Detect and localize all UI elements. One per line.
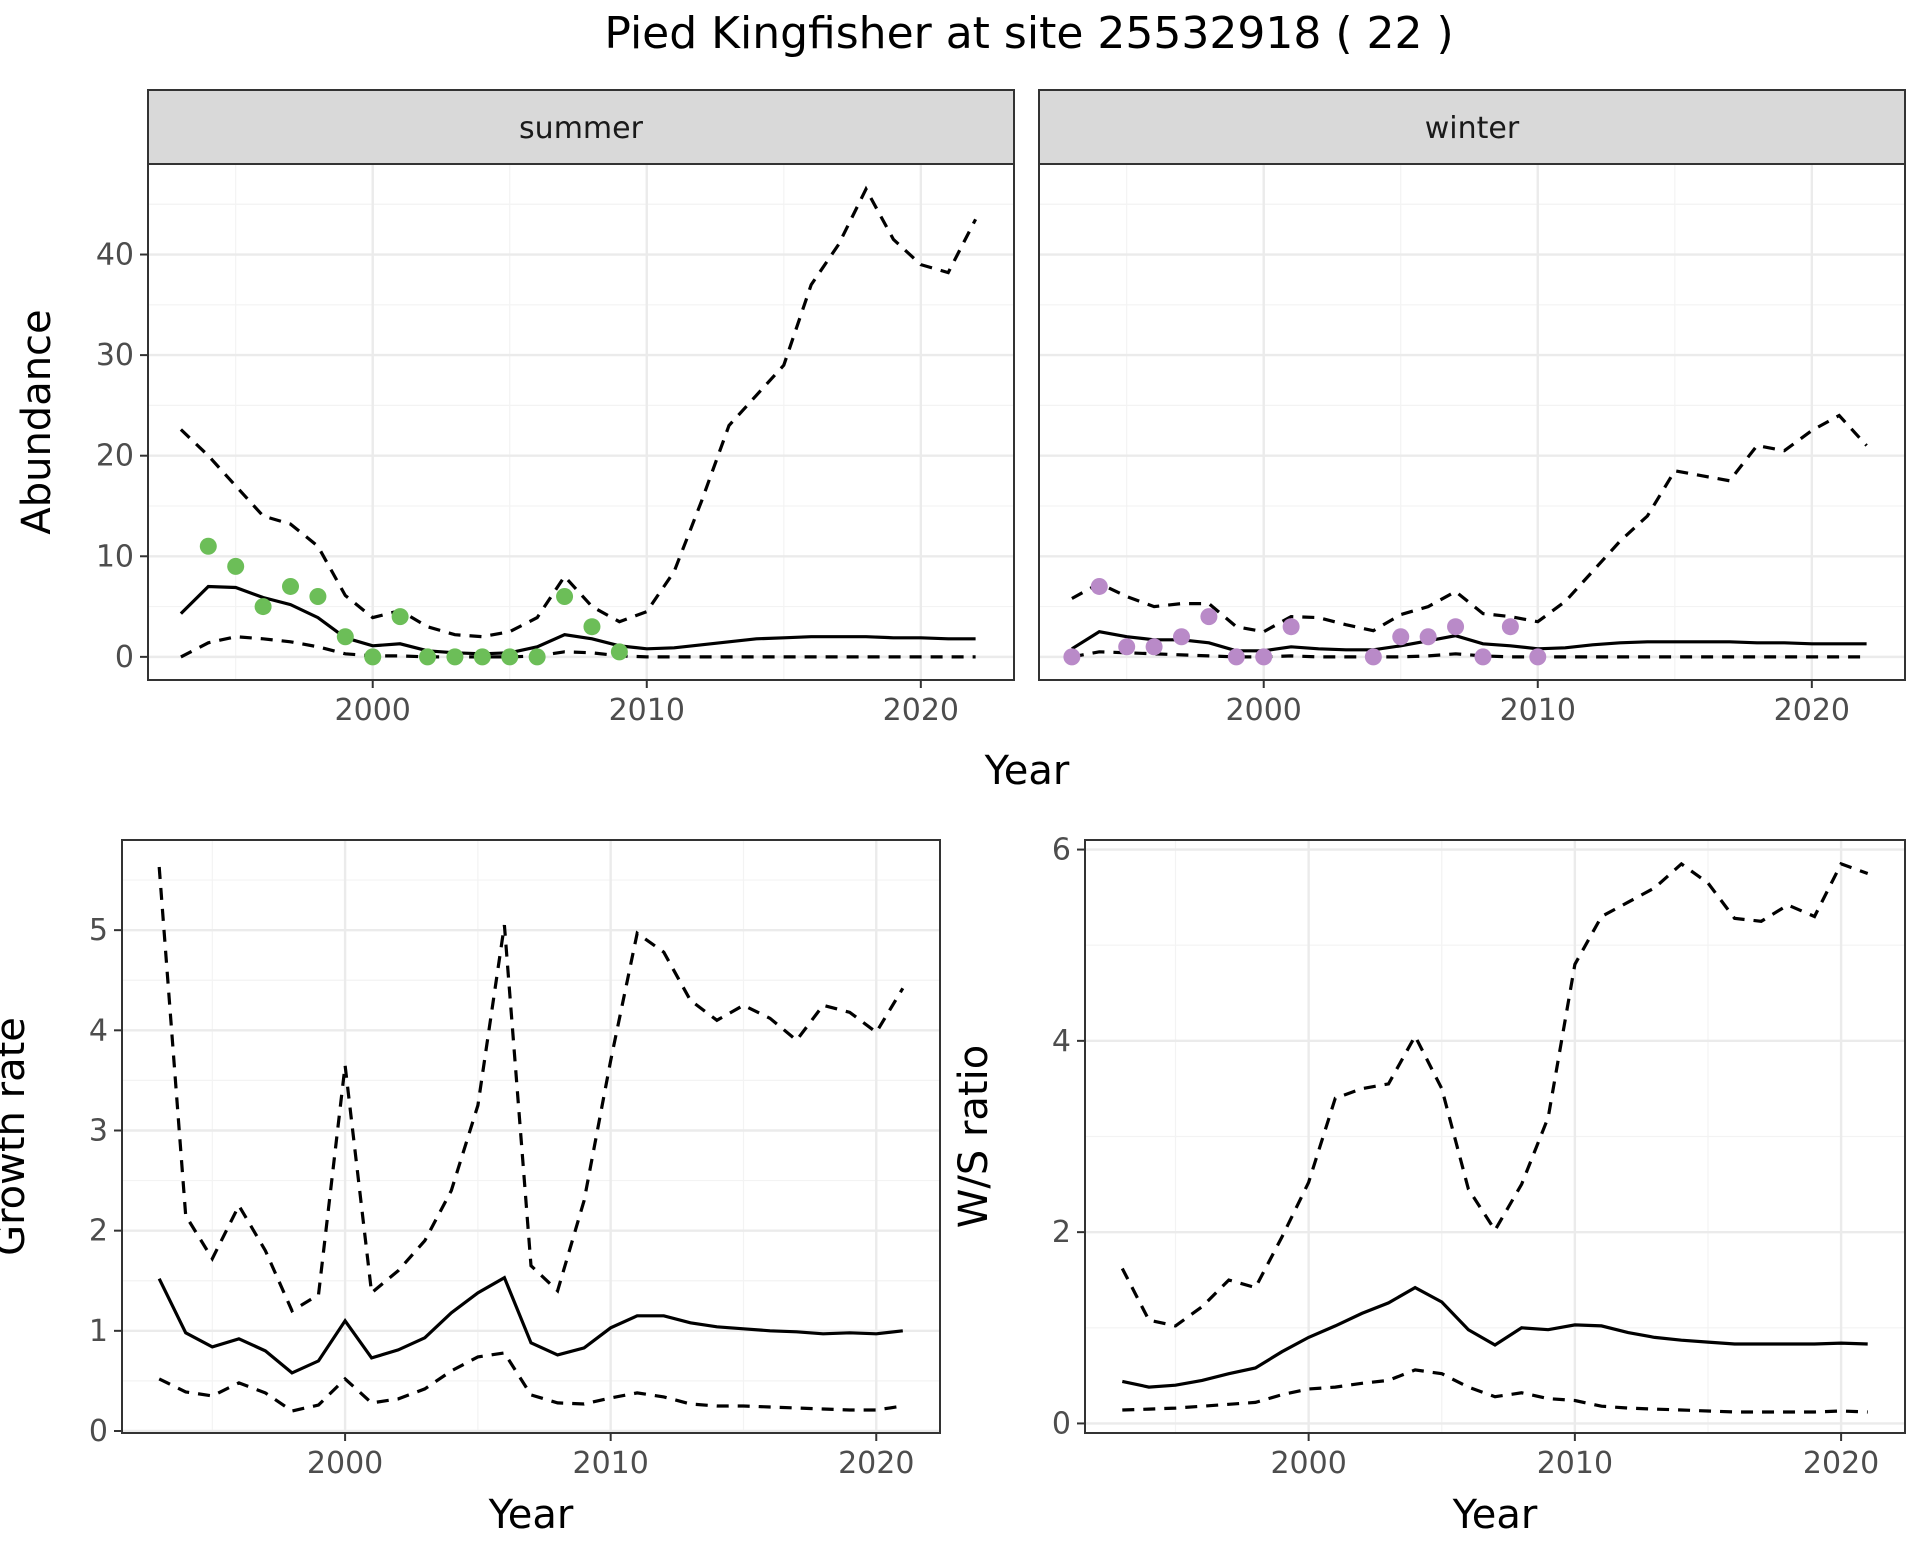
- series-lower-line: [158, 1351, 904, 1413]
- x-axis-title-shared: Year: [984, 748, 1070, 794]
- observed-point: [583, 618, 601, 636]
- facet-strip: [147, 89, 1015, 165]
- x-tick-label: 2020: [838, 1446, 914, 1481]
- y-axis-title: Growth rate: [0, 1017, 34, 1256]
- series-lower-line: [1071, 650, 1867, 659]
- y-tick-label: 10: [96, 539, 134, 574]
- y-tick-label: 0: [115, 640, 134, 675]
- series-upper-line: [179, 185, 978, 639]
- y-tick-label: 40: [96, 238, 134, 273]
- observed-point: [556, 588, 574, 606]
- x-tick-label: 2010: [609, 693, 685, 728]
- observed-point: [254, 598, 272, 616]
- x-tick-label: 2010: [1537, 1446, 1613, 1481]
- x-tick-label: 2020: [1803, 1446, 1879, 1481]
- panel-abundance-winter: winter 2000 2010 2020: [1038, 89, 1906, 728]
- observed-point: [1145, 638, 1163, 656]
- series-upper-line: [1071, 413, 1868, 634]
- observed-point: [364, 648, 382, 666]
- x-tick-label: 2020: [1774, 693, 1850, 728]
- x-tick-label: 2000: [1270, 1446, 1346, 1481]
- observed-point: [1419, 628, 1437, 646]
- y-tick-label: 0: [89, 1414, 108, 1449]
- y-tick-label: 4: [89, 1013, 108, 1048]
- y-tick-label: 2: [89, 1214, 108, 1249]
- y-axis-title: Abundance: [14, 309, 60, 534]
- facet-strip-label: winter: [1425, 111, 1520, 146]
- grid-abundance-winter: [1039, 164, 1905, 680]
- observed-point: [419, 648, 437, 666]
- series-estimate-line: [179, 584, 976, 656]
- panel-border: [1038, 163, 1906, 681]
- observed-point: [528, 648, 546, 666]
- observed-point: [446, 648, 464, 666]
- x-tick-label: 2000: [307, 1446, 383, 1481]
- observed-point: [1474, 648, 1492, 666]
- y-tick-label: 30: [96, 338, 134, 373]
- grid-ws-ratio: [1085, 840, 1905, 1433]
- series-lower-line: [180, 635, 976, 659]
- facet-strip-label: summer: [519, 111, 644, 146]
- x-tick-label: 2020: [883, 693, 959, 728]
- observed-point: [1529, 648, 1547, 666]
- grid-abundance-summer: [148, 164, 1014, 680]
- observed-point: [1501, 618, 1519, 636]
- series-estimate-line: [157, 1275, 903, 1375]
- series-estimate-line: [1071, 630, 1867, 653]
- observed-point: [227, 557, 245, 575]
- y-tick-label: 6: [1052, 833, 1071, 868]
- y-tick-label: 5: [89, 913, 108, 948]
- observed-point: [1255, 648, 1273, 666]
- x-tick-label: 2000: [1226, 693, 1302, 728]
- observed-point: [1282, 618, 1300, 636]
- observed-point: [610, 643, 628, 661]
- x-axis-title: Year: [488, 1492, 574, 1538]
- observed-point: [1173, 628, 1191, 646]
- observed-point: [1392, 628, 1410, 646]
- observed-point: [473, 648, 491, 666]
- panel-ws-ratio: 2000 2010 2020 0 2 4 6 Year W/S ratio: [951, 833, 1906, 1538]
- x-tick-label: 2000: [335, 693, 411, 728]
- x-tick-label: 2010: [572, 1446, 648, 1481]
- observed-point: [1364, 648, 1382, 666]
- y-tick-label: 0: [1052, 1406, 1071, 1441]
- observed-point: [1063, 648, 1081, 666]
- observed-point: [1227, 648, 1245, 666]
- observed-point: [282, 577, 300, 595]
- y-tick-label: 4: [1052, 1024, 1071, 1059]
- y-tick-label: 3: [89, 1113, 108, 1148]
- observed-point: [1090, 577, 1108, 595]
- panel-border: [1084, 839, 1906, 1434]
- series-upper-line: [1120, 861, 1869, 1328]
- y-tick-label: 20: [96, 439, 134, 474]
- observed-point: [501, 648, 519, 666]
- x-tick-label: 2010: [1500, 693, 1576, 728]
- panel-abundance-summer: summer 2000 2010 2020 0 10 20 30 40 Abundance: [14, 89, 1015, 728]
- observed-point: [1118, 638, 1136, 656]
- x-axis-title: Year: [1452, 1492, 1538, 1538]
- series-lower-line: [1122, 1368, 1868, 1414]
- observed-point: [309, 588, 327, 606]
- observed-point: [1447, 618, 1465, 636]
- observed-point: [199, 537, 217, 555]
- series-estimate-line: [1121, 1285, 1868, 1389]
- panel-growth-rate: 2000 2010 2020 0 1 2 3 4 5 Year Growth rate: [0, 839, 941, 1538]
- y-tick-label: 1: [89, 1314, 108, 1349]
- observed-point: [336, 628, 354, 646]
- panel-border: [121, 839, 941, 1434]
- facet-strip: [1038, 89, 1906, 165]
- y-axis-title: W/S ratio: [951, 1045, 997, 1228]
- y-tick-label: 2: [1052, 1215, 1071, 1250]
- observed-point: [391, 608, 409, 626]
- figure-title: Pied Kingfisher at site 25532918 ( 22 ): [604, 8, 1453, 59]
- series-upper-line: [157, 866, 905, 1314]
- observed-point: [1200, 608, 1218, 626]
